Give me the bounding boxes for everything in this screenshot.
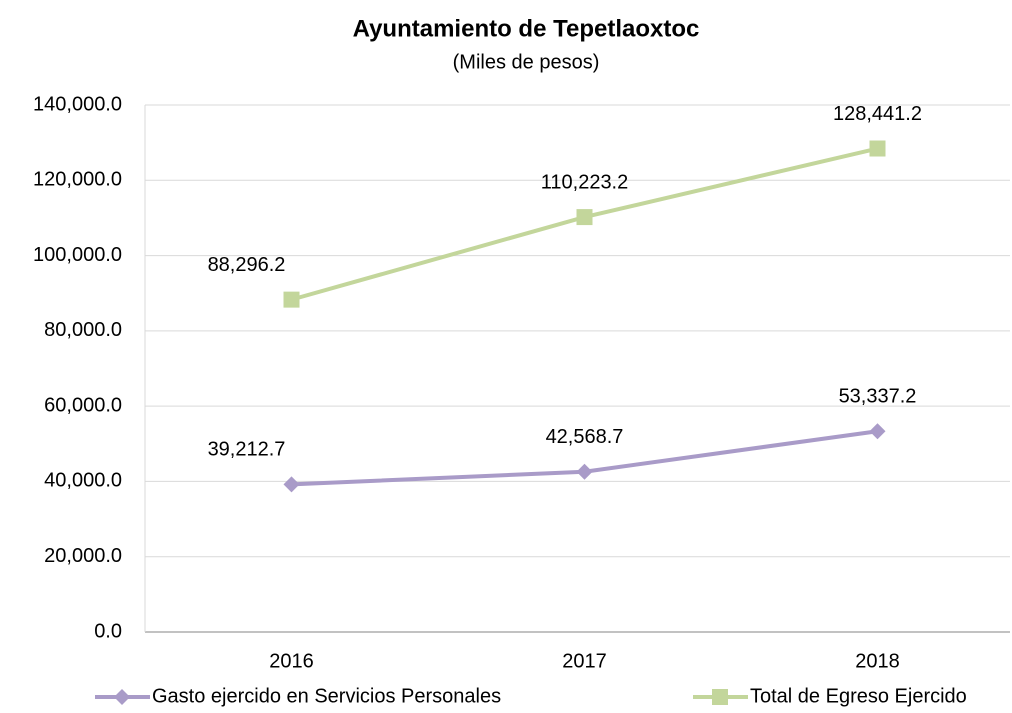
x-tick-label: 2017 xyxy=(562,650,607,672)
y-tick-label: 60,000.0 xyxy=(44,394,122,416)
marker xyxy=(283,291,300,308)
marker xyxy=(114,689,130,705)
data-label: 42,568.7 xyxy=(546,426,624,448)
y-tick-label: 0.0 xyxy=(94,620,122,642)
x-tick-label: 2018 xyxy=(855,650,900,672)
marker xyxy=(712,689,728,705)
y-tick-label: 100,000.0 xyxy=(33,244,122,266)
y-tick-label: 40,000.0 xyxy=(44,470,122,492)
data-label: 88,296.2 xyxy=(208,254,286,276)
data-label: 110,223.2 xyxy=(541,171,629,193)
chart-title: Ayuntamiento de Tepetlaoxtoc xyxy=(353,15,700,42)
chart-subtitle: (Miles de pesos) xyxy=(453,51,600,73)
data-label: 128,441.2 xyxy=(833,103,922,125)
x-tick-label: 2016 xyxy=(269,650,314,672)
marker xyxy=(576,463,593,480)
legend-label: Gasto ejercido en Servicios Personales xyxy=(152,685,501,707)
marker xyxy=(283,476,300,493)
y-tick-label: 80,000.0 xyxy=(44,319,122,341)
marker xyxy=(869,423,886,440)
y-tick-label: 140,000.0 xyxy=(33,93,122,115)
legend-label: Total de Egreso Ejercido xyxy=(750,685,967,707)
data-label: 53,337.2 xyxy=(839,386,917,408)
marker xyxy=(869,140,886,157)
marker xyxy=(576,209,593,226)
y-tick-label: 20,000.0 xyxy=(44,545,122,567)
data-label: 39,212.7 xyxy=(208,439,286,461)
y-tick-label: 120,000.0 xyxy=(33,169,122,191)
